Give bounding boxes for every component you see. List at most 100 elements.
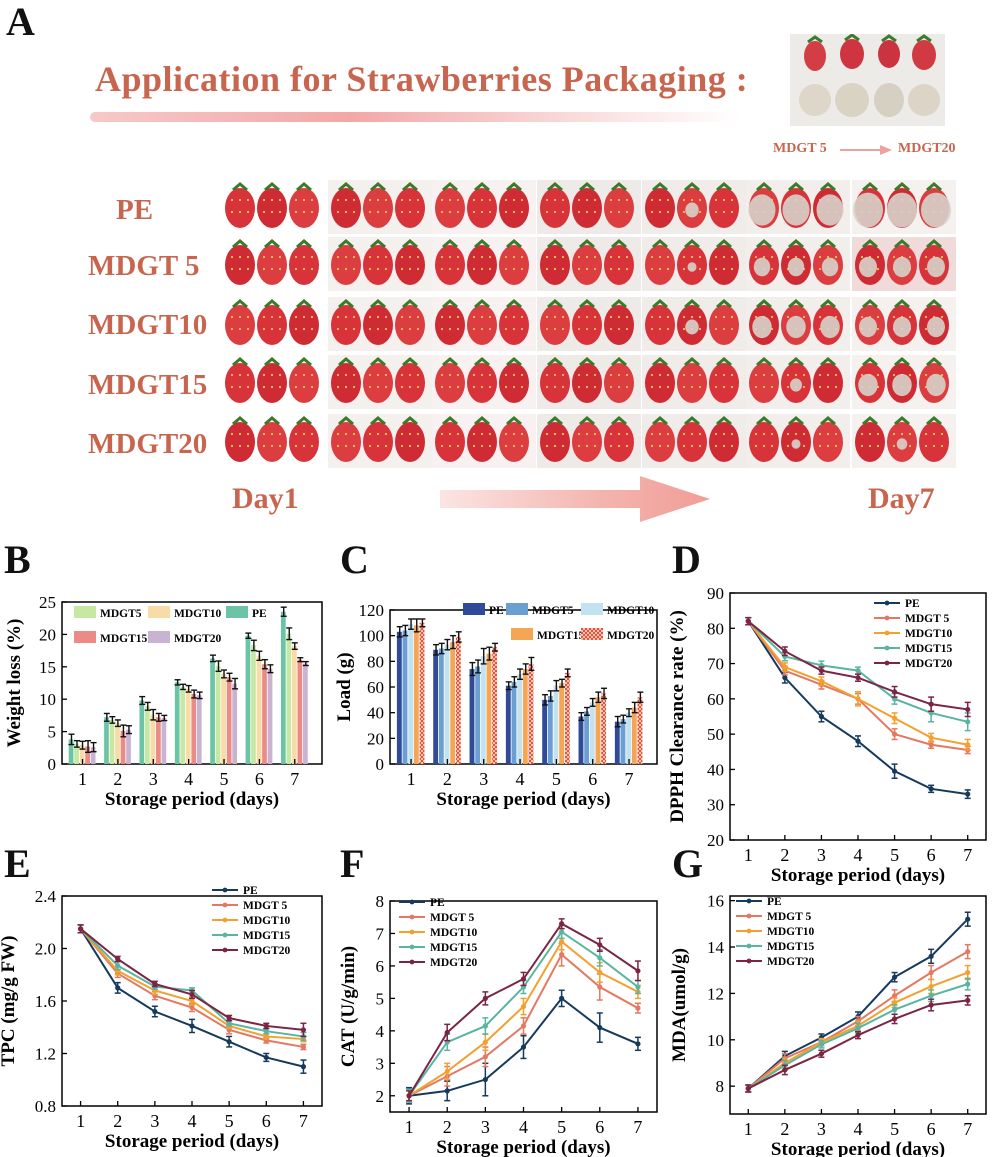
strawberry-photo bbox=[642, 414, 746, 473]
bar bbox=[256, 655, 262, 764]
x-tick-label: 7 bbox=[299, 1111, 308, 1131]
strawberry-seed bbox=[786, 373, 790, 377]
strawberry-shape bbox=[289, 305, 319, 345]
data-point bbox=[152, 981, 158, 987]
data-point bbox=[891, 731, 898, 737]
strawberry-seed bbox=[754, 432, 758, 436]
mold-patch bbox=[893, 316, 911, 338]
strawberry-seed bbox=[625, 444, 629, 448]
strawberry-shape bbox=[395, 245, 425, 285]
chart-tpc: 0.8 1.2 1.6 2.0 2.4 1 2 3 4 5 6 7 Storage period (da… bbox=[0, 885, 323, 1152]
legend-marker bbox=[222, 887, 228, 893]
bar bbox=[559, 683, 565, 764]
strawberry-seed bbox=[698, 210, 702, 214]
data-point bbox=[782, 664, 788, 670]
legend-label: PE bbox=[252, 608, 267, 620]
strawberry-seed bbox=[924, 255, 928, 259]
strawberry-photo bbox=[746, 355, 850, 414]
strawberry-seed bbox=[294, 373, 298, 377]
strawberry-seed bbox=[302, 373, 306, 377]
strawberry-seed bbox=[682, 444, 686, 448]
legend-label: PE bbox=[767, 896, 782, 908]
strawberry-seed bbox=[553, 385, 557, 389]
strawberry-seed bbox=[352, 210, 356, 214]
strawberry-seed bbox=[512, 432, 516, 436]
strawberry-seed bbox=[344, 385, 348, 389]
strawberry-leaf bbox=[788, 357, 804, 367]
strawberry-seed bbox=[368, 198, 372, 202]
strawberry-leaf bbox=[264, 416, 280, 426]
strawberry-leaf bbox=[756, 239, 772, 249]
strawberry-leaf bbox=[402, 299, 418, 309]
strawberry-seed bbox=[658, 198, 662, 202]
strawberry-seed bbox=[561, 373, 565, 377]
data-point bbox=[855, 1032, 861, 1038]
strawberry-seed bbox=[698, 267, 702, 271]
strawberry-seed bbox=[302, 267, 306, 271]
data-point bbox=[891, 1016, 898, 1022]
strawberry-seed bbox=[690, 255, 694, 259]
strawberry-leaf bbox=[264, 182, 280, 192]
strawberry-shape bbox=[225, 188, 255, 228]
strawberry-leaf bbox=[684, 299, 700, 309]
x-tick-label: 3 bbox=[150, 1111, 159, 1131]
strawberry-seed bbox=[448, 255, 452, 259]
x-tick-label: 5 bbox=[552, 769, 561, 789]
strawberry-seed bbox=[480, 198, 484, 202]
strawberry-seed bbox=[336, 373, 340, 377]
strawberry-seed bbox=[682, 385, 686, 389]
strawberry-shape bbox=[572, 422, 602, 462]
mold-patch bbox=[791, 439, 801, 449]
x-tick-label: 1 bbox=[407, 769, 416, 789]
legend-label: MDGT 5 bbox=[430, 912, 474, 924]
bar bbox=[221, 673, 226, 764]
strawberry-leaf bbox=[652, 299, 668, 309]
strawberry-leaf bbox=[894, 182, 910, 192]
x-tick-label: 4 bbox=[854, 845, 863, 865]
y-tick-label: 2 bbox=[376, 1087, 385, 1106]
panel-letter-b: B bbox=[4, 537, 31, 582]
strawberry-seed bbox=[698, 255, 702, 259]
strawberry-seed bbox=[553, 444, 557, 448]
strawberry-shape bbox=[572, 363, 602, 403]
strawberry-seed bbox=[262, 444, 266, 448]
strawberry-seed bbox=[368, 210, 372, 214]
strawberry-leaf bbox=[232, 182, 248, 192]
strawberry-seed bbox=[794, 432, 798, 436]
legend-label: MDGT20 bbox=[607, 630, 655, 642]
strawberry-seed bbox=[384, 373, 388, 377]
strawberry-leaf bbox=[296, 357, 312, 367]
legend-marker bbox=[884, 645, 890, 651]
data-point bbox=[928, 742, 934, 748]
strawberry-shape bbox=[331, 188, 361, 228]
strawberry-seed bbox=[480, 432, 484, 436]
strawberry-seed bbox=[456, 432, 460, 436]
strawberry-seed bbox=[344, 327, 348, 331]
strawberry-shape bbox=[363, 245, 393, 285]
strawberry-seed bbox=[270, 267, 274, 271]
bar bbox=[90, 747, 96, 764]
strawberry-seed bbox=[666, 315, 670, 319]
strawberry-shape bbox=[225, 363, 255, 403]
strawberry-seed bbox=[512, 327, 516, 331]
legend-marker bbox=[409, 944, 415, 950]
bar bbox=[245, 635, 251, 764]
strawberry-seed bbox=[545, 255, 549, 259]
strawberry-leaf bbox=[926, 299, 942, 309]
strawberry-seed bbox=[408, 373, 412, 377]
strawberry-seed bbox=[230, 444, 234, 448]
strawberry-leaf bbox=[894, 239, 910, 249]
x-tick-label: 6 bbox=[927, 845, 936, 865]
strawberry-seed bbox=[230, 315, 234, 319]
strawberry-seed bbox=[682, 198, 686, 202]
strawberry-seed bbox=[593, 315, 597, 319]
strawberry-seed bbox=[238, 198, 242, 202]
strawberry-seed bbox=[400, 255, 404, 259]
y-axis-label: MDA(umol/g) bbox=[669, 948, 690, 1062]
strawberry-leaf bbox=[894, 416, 910, 426]
strawberry-seed bbox=[682, 432, 686, 436]
data-point bbox=[855, 738, 861, 744]
bar bbox=[109, 719, 115, 764]
data-point bbox=[77, 926, 84, 932]
strawberry-leaf bbox=[547, 416, 563, 426]
